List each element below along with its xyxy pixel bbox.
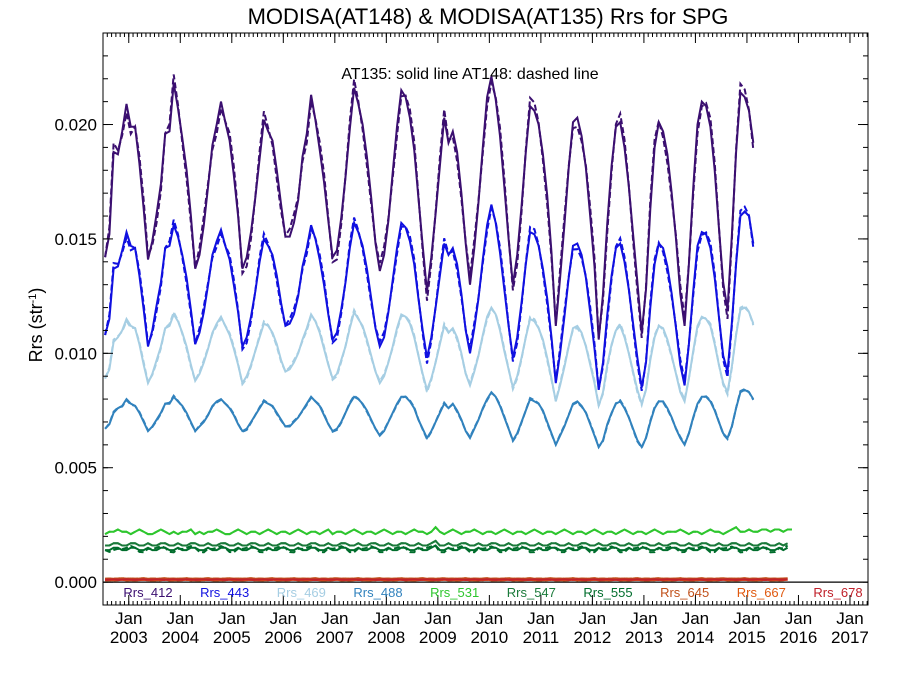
legend-item-Rrs_412: Rrs_412 [123, 585, 172, 600]
legend: Rrs_412 Rrs_443 Rrs_469 Rrs_488 Rrs_531 Rrs_5… [123, 585, 862, 600]
x-tick-label-year: 2006 [264, 628, 302, 647]
x-tick-label-month: Jan [527, 609, 554, 628]
y-tick-label: 0.005 [54, 459, 97, 478]
x-tick-label-month: Jan [785, 609, 812, 628]
series-line-Rrs_412-at148 [104, 74, 755, 339]
y-tick-label: 0.020 [54, 116, 97, 135]
x-tick-label-month: Jan [218, 609, 245, 628]
y-tick-label: 0.000 [54, 573, 97, 592]
legend-item-Rrs_645: Rrs_645 [660, 585, 709, 600]
x-tick-label-year: 2013 [625, 628, 663, 647]
legend-item-Rrs_469: Rrs_469 [277, 585, 326, 600]
legend-item-Rrs_667: Rrs_667 [737, 585, 786, 600]
series-line-Rrs_555-at135 [105, 544, 789, 552]
series-line-Rrs_443-at135 [104, 204, 755, 391]
series-line-Rrs_469-at135 [104, 305, 755, 408]
x-tick-label-year: 2014 [677, 628, 715, 647]
x-tick-label-year: 2005 [213, 628, 251, 647]
x-tick-label-month: Jan [630, 609, 657, 628]
axes: 0.0000.0050.0100.0150.020Jan2003Jan2004J… [54, 32, 869, 647]
y-tick-label: 0.010 [54, 344, 97, 363]
x-tick-label-month: Jan [836, 609, 863, 628]
legend-item-Rrs_488: Rrs_488 [353, 585, 402, 600]
legend-item-Rrs_443: Rrs_443 [200, 585, 249, 600]
legend-item-Rrs_531: Rrs_531 [430, 585, 479, 600]
legend-item-Rrs_555: Rrs_555 [583, 585, 632, 600]
series-line-Rrs_488-at135 [104, 388, 755, 450]
x-tick-label-year: 2011 [523, 628, 560, 647]
x-tick-label-month: Jan [167, 609, 194, 628]
x-tick-label-month: Jan [424, 609, 451, 628]
x-tick-label-year: 2009 [419, 628, 457, 647]
x-tick-label-year: 2015 [728, 628, 766, 647]
x-tick-label-year: 2007 [316, 628, 354, 647]
x-tick-label-month: Jan [733, 609, 760, 628]
x-tick-label-year: 2012 [573, 628, 611, 647]
x-tick-label-year: 2004 [161, 628, 199, 647]
chart-title: MODISA(AT148) & MODISA(AT135) Rrs for SP… [248, 4, 729, 29]
y-tick-label: 0.015 [54, 230, 97, 249]
x-tick-label-month: Jan [682, 609, 709, 628]
x-tick-label-year: 2008 [367, 628, 405, 647]
x-tick-label-month: Jan [579, 609, 606, 628]
plot-area [103, 74, 868, 583]
series-line-Rrs_531-at135 [104, 525, 792, 536]
x-tick-label-month: Jan [476, 609, 503, 628]
x-tick-label-year: 2003 [110, 628, 148, 647]
series-line-Rrs_555-at148 [104, 544, 789, 554]
x-tick-label-year: 2016 [780, 628, 818, 647]
x-tick-label-month: Jan [270, 609, 297, 628]
legend-item-Rrs_678: Rrs_678 [813, 585, 862, 600]
x-tick-label-month: Jan [115, 609, 142, 628]
x-tick-label-month: Jan [373, 609, 400, 628]
x-tick-label-year: 2017 [831, 628, 869, 647]
series-line-Rrs_488-at148 [104, 387, 755, 450]
line-style-annotation: AT135: solid line AT148: dashed line [341, 66, 598, 83]
series-line-Rrs_412-at135 [104, 76, 755, 340]
x-tick-label-month: Jan [321, 609, 348, 628]
series-line-Rrs_547-at135 [105, 539, 789, 547]
y-axis-label: Rrs (str-1) [26, 288, 46, 363]
legend-item-Rrs_547: Rrs_547 [507, 585, 556, 600]
x-tick-label-year: 2010 [470, 628, 508, 647]
